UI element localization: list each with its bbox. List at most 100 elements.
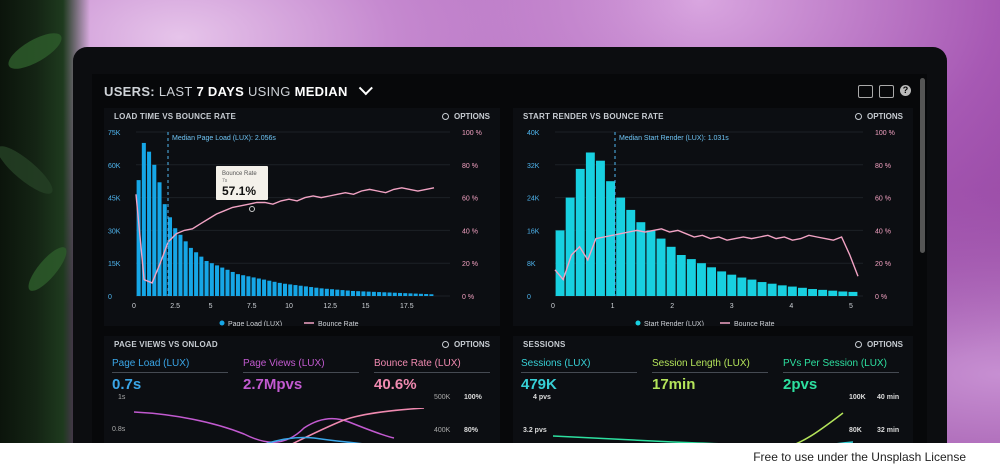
y-tick-left: 8K	[527, 261, 536, 268]
tooltip-point	[249, 206, 255, 212]
x-tick: 5	[849, 303, 853, 310]
bar	[194, 252, 199, 296]
x-tick: 12.5	[323, 303, 337, 310]
help-icon[interactable]: ?	[900, 85, 911, 96]
options-button[interactable]: OPTIONS	[442, 340, 490, 349]
panel-title: PAGE VIEWS VS ONLOAD	[114, 340, 218, 349]
y-tick-right: 60 %	[875, 196, 891, 203]
bar	[262, 279, 267, 296]
options-button[interactable]: OPTIONS	[855, 340, 903, 349]
y-tick-left: 16K	[527, 228, 540, 235]
bar	[251, 277, 256, 296]
legend-label: Bounce Rate	[318, 321, 359, 326]
bar	[225, 269, 230, 296]
legend-label: Page Load (LUX)	[228, 321, 282, 326]
bar	[235, 274, 240, 296]
monitor-icon[interactable]	[858, 85, 873, 98]
metric-divider	[374, 372, 490, 373]
metric-label: Page Load (LUX)	[112, 358, 190, 369]
bar	[241, 275, 246, 296]
bar	[787, 286, 797, 296]
y-tick-right: 0 %	[875, 294, 887, 301]
metric-divider	[243, 372, 359, 373]
bar	[246, 276, 251, 296]
metric-label: PVs Per Session (LUX)	[783, 358, 887, 369]
bar	[298, 285, 303, 296]
panel-title: START RENDER VS BOUNCE RATE	[523, 112, 664, 121]
tooltip-sub: 7s	[222, 178, 228, 184]
y-tick-right: 100 %	[462, 130, 482, 137]
tooltip-box	[216, 166, 268, 200]
dashboard-header[interactable]: USERS: LAST 7 DAYS USING MEDIAN	[104, 81, 373, 99]
metric-value: 2pvs	[783, 376, 818, 393]
panel-load-time: LOAD TIME VS BOUNCE RATE OPTIONS 75K 100 …	[104, 108, 500, 326]
bounce-rate-line	[554, 228, 859, 282]
bar	[356, 291, 361, 296]
metric-value: 0.7s	[112, 376, 142, 393]
panel-title: SESSIONS	[523, 340, 566, 349]
bar	[314, 287, 319, 296]
bar	[220, 267, 225, 296]
scrollbar[interactable]	[920, 78, 925, 253]
bar	[282, 283, 288, 296]
bar	[345, 290, 350, 296]
bar	[361, 291, 366, 296]
bar	[215, 265, 220, 296]
bar	[626, 209, 636, 296]
bar	[585, 152, 595, 296]
legend-label: Start Render (LUX)	[644, 321, 704, 326]
bar	[256, 278, 261, 296]
bar	[686, 259, 696, 296]
bar	[136, 180, 141, 296]
bar	[798, 287, 807, 296]
bar	[387, 292, 392, 296]
panel-page-views: PAGE VIEWS VS ONLOAD OPTIONS Page Load (…	[104, 336, 500, 443]
options-button[interactable]: OPTIONS	[442, 112, 490, 121]
dashboard-screen: USERS: LAST 7 DAYS USING MEDIAN ? LOAD T…	[92, 74, 927, 443]
bar	[303, 286, 308, 296]
load-time-chart: 75K 100 % 60K 80 % 45K 60 % 30K 40 % 15K 20 % 0 0 %…	[108, 130, 482, 326]
metric-value: 40.6%	[374, 376, 417, 393]
bar	[636, 222, 646, 296]
legend-swatch	[635, 320, 641, 326]
options-button[interactable]: OPTIONS	[855, 112, 903, 121]
header-median: MEDIAN	[294, 84, 348, 99]
y-tick-right: 20 %	[462, 261, 478, 268]
bar	[204, 261, 209, 296]
bar	[429, 294, 434, 296]
bar	[319, 288, 324, 296]
bar	[408, 293, 413, 296]
bar	[555, 230, 565, 296]
bar	[656, 238, 666, 296]
bar	[616, 197, 626, 296]
legend-label: Bounce Rate	[734, 321, 775, 326]
bar	[606, 181, 615, 296]
y-tick-left: 75K	[108, 130, 121, 137]
y-tick-right: 40 %	[462, 228, 478, 235]
session-length-line	[796, 412, 844, 443]
y-tick: 80%	[464, 427, 479, 434]
metric-divider	[652, 372, 768, 373]
bar	[230, 271, 235, 296]
bar	[398, 292, 403, 296]
bar	[737, 277, 747, 296]
bar	[157, 182, 162, 296]
x-tick: 0	[132, 303, 136, 310]
page-load-line	[265, 436, 363, 443]
metric-value: 17min	[652, 376, 696, 393]
y-tick: 0.8s	[112, 426, 126, 433]
x-tick: 2	[670, 303, 674, 310]
bar	[697, 263, 706, 296]
metric-divider	[112, 372, 228, 373]
x-tick: 5	[209, 303, 213, 310]
bar	[424, 294, 429, 296]
median-label: Median Start Render (LUX): 1.031s	[619, 135, 729, 142]
metric-divider	[521, 372, 637, 373]
chevron-down-icon[interactable]	[358, 81, 373, 96]
bar	[188, 247, 193, 296]
x-tick: 4	[789, 303, 793, 310]
bar	[382, 292, 387, 296]
x-tick: 1	[611, 303, 615, 310]
y-tick: 3.2 pvs	[523, 427, 547, 434]
share-icon[interactable]	[879, 85, 894, 98]
